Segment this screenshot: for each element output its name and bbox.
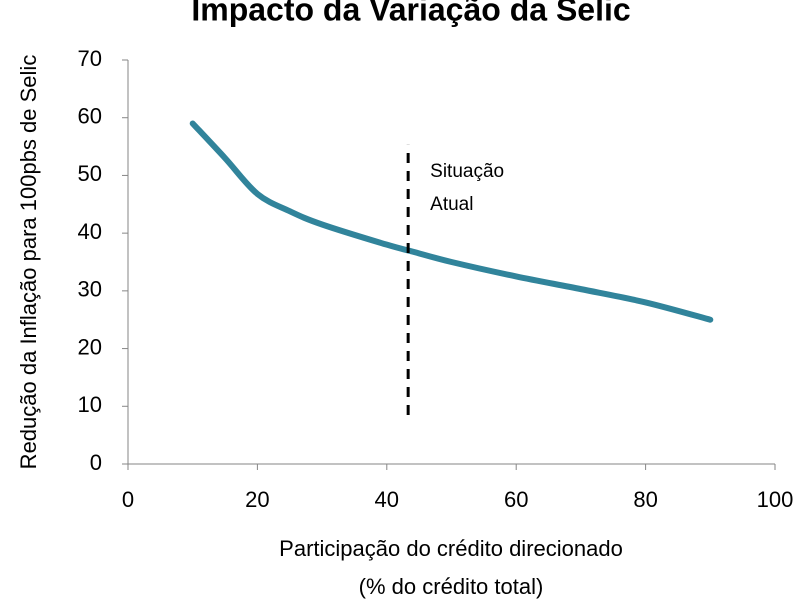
annotation-text: Situação [430, 161, 504, 182]
y-tick-label: 0 [90, 450, 102, 475]
y-tick-label: 20 [78, 334, 102, 359]
x-tick-label: 100 [757, 487, 794, 512]
y-tick-label: 10 [78, 392, 102, 417]
x-tick-label: 40 [375, 487, 399, 512]
x-axis-label: (% do crédito total) [359, 574, 544, 599]
annotation-text: Atual [430, 194, 473, 215]
x-axis-label: Participação do crédito direcionado [279, 536, 623, 561]
y-tick-label: 50 [78, 161, 102, 186]
y-tick-label: 40 [78, 219, 102, 244]
x-tick-label: 60 [504, 487, 528, 512]
y-tick-label: 30 [78, 277, 102, 302]
y-tick-label: 60 [78, 104, 102, 129]
data-line [189, 120, 714, 323]
y-tick-label: 70 [78, 46, 102, 71]
x-tick-label: 20 [245, 487, 269, 512]
chart-title: Impacto da Variação da Selic [191, 0, 630, 27]
x-tick-label: 80 [633, 487, 657, 512]
y-axis-label: Redução da Inflação para 100pbs de Selic [16, 55, 41, 470]
x-tick-label: 0 [122, 487, 134, 512]
